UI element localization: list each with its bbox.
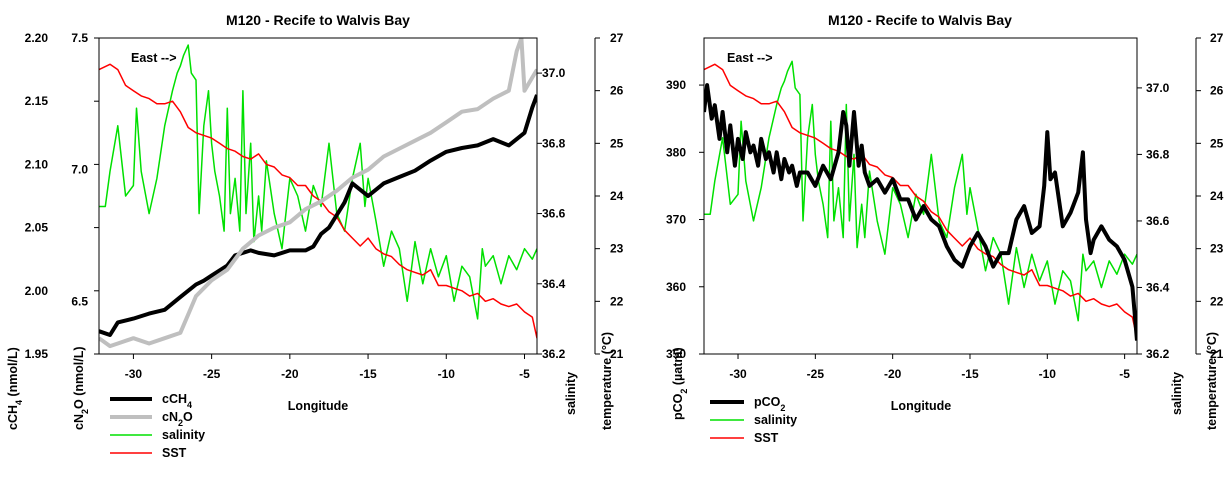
y-tick-label-ch4: 2.20: [25, 31, 49, 45]
legend-label: cCH4: [162, 392, 192, 410]
y-axis-label-n2o: cN2O (nmol/L): [72, 347, 90, 431]
y-tick-label-n2o: 7.0: [71, 163, 88, 177]
y-axis-label-ch4: cCH4 (nmol/L): [6, 347, 24, 430]
x-axis-label: Longitude: [288, 399, 348, 413]
y-tick-label-sst: 26: [610, 84, 624, 98]
x-tick-label: -30: [729, 367, 747, 381]
y-tick-label-sst: 25: [1210, 136, 1224, 150]
y-tick-label-sst: 21: [610, 347, 624, 361]
legend-label: salinity: [754, 413, 797, 427]
y-tick-label-sst: 24: [1210, 189, 1224, 203]
y-tick-label-sal: 36.8: [1146, 147, 1170, 161]
y-axis-label-sst: temperature (°C): [1205, 332, 1219, 430]
series-line-pco2: [704, 83, 1137, 341]
y-tick-label-sst: 22: [610, 294, 624, 308]
series-line-sst: [704, 63, 1137, 339]
chart-panel-2: M120 - Recife to Walvis Bay East --> -30 -2…: [666, 12, 1224, 445]
series-line-cn2o: [99, 38, 537, 349]
y-tick-label-pco2: 350: [666, 347, 686, 361]
legend-label: salinity: [162, 428, 205, 442]
y-tick-label-sst: 25: [610, 136, 624, 150]
y-tick-label-sal: 36.4: [1146, 280, 1170, 294]
y-tick-label-ch4: 2.10: [25, 157, 49, 171]
chart-panel-1: M120 - Recife to Walvis Bay East --> -30 -2…: [6, 12, 624, 460]
y-tick-label-pco2: 370: [666, 213, 686, 227]
y-axis-label-sal: salinity: [564, 372, 578, 415]
y-tick-label-sst: 22: [1210, 294, 1224, 308]
y-tick-label-sal: 36.4: [542, 277, 566, 291]
y-axis-label-sst: temperature (°C): [600, 332, 614, 430]
y-tick-label-pco2: 360: [666, 280, 686, 294]
x-tick-label: -5: [519, 367, 530, 381]
legend-label: cN2O: [162, 410, 193, 428]
y-tick-label-sst: 23: [610, 242, 624, 256]
legend-label: SST: [162, 446, 187, 460]
plot-frame: [98, 37, 538, 355]
plot-frame: [703, 37, 1138, 355]
y-tick-label-pco2: 380: [666, 145, 686, 159]
series-line-salinity: [704, 60, 1137, 322]
chart-title: M120 - Recife to Walvis Bay: [828, 12, 1012, 28]
series-line-cch4: [99, 94, 537, 337]
y-tick-label-n2o: 6.5: [71, 294, 88, 308]
x-tick-label: -25: [807, 367, 825, 381]
y-tick-label-sal: 37.0: [1146, 81, 1170, 95]
y-tick-label-sal: 36.6: [542, 207, 566, 221]
legend-label: SST: [754, 431, 779, 445]
y-tick-label-sst: 27: [610, 31, 624, 45]
y-tick-label-sst: 23: [1210, 242, 1224, 256]
series-line-salinity: [99, 44, 537, 320]
x-tick-label: -15: [961, 367, 979, 381]
x-tick-label: -30: [125, 367, 143, 381]
x-tick-label: -15: [359, 367, 377, 381]
x-tick-label: -10: [438, 367, 456, 381]
y-tick-label-n2o: 7.5: [71, 31, 88, 45]
y-axis-label-pco2: pCO2 (µatm): [671, 347, 689, 420]
y-tick-label-sal: 36.2: [542, 347, 566, 361]
y-tick-label-sst: 26: [1210, 84, 1224, 98]
y-tick-label-sal: 36.8: [542, 136, 566, 150]
y-tick-label-pco2: 390: [666, 78, 686, 92]
east-annotation: East -->: [131, 51, 177, 65]
y-tick-label-ch4: 2.00: [25, 284, 49, 298]
x-axis-label: Longitude: [891, 399, 951, 413]
y-tick-label-sst: 21: [1210, 347, 1224, 361]
x-tick-label: -25: [203, 367, 221, 381]
legend-label: pCO2: [754, 395, 785, 413]
y-tick-label-ch4: 2.15: [25, 94, 49, 108]
east-annotation: East -->: [727, 51, 773, 65]
y-tick-label-sal: 37.0: [542, 66, 566, 80]
x-tick-label: -20: [281, 367, 299, 381]
x-tick-label: -20: [884, 367, 902, 381]
y-tick-label-ch4: 1.95: [25, 347, 49, 361]
y-tick-label-ch4: 2.05: [25, 221, 49, 235]
x-tick-label: -10: [1039, 367, 1057, 381]
chart-title: M120 - Recife to Walvis Bay: [226, 12, 410, 28]
x-tick-label: -5: [1119, 367, 1130, 381]
series-group: [704, 60, 1137, 341]
series-group: [99, 38, 537, 349]
y-tick-label-sst: 27: [1210, 31, 1224, 45]
y-axis-label-sal: salinity: [1170, 372, 1184, 415]
y-tick-label-sst: 24: [610, 189, 624, 203]
y-tick-label-sal: 36.6: [1146, 214, 1170, 228]
y-tick-label-sal: 36.2: [1146, 347, 1170, 361]
